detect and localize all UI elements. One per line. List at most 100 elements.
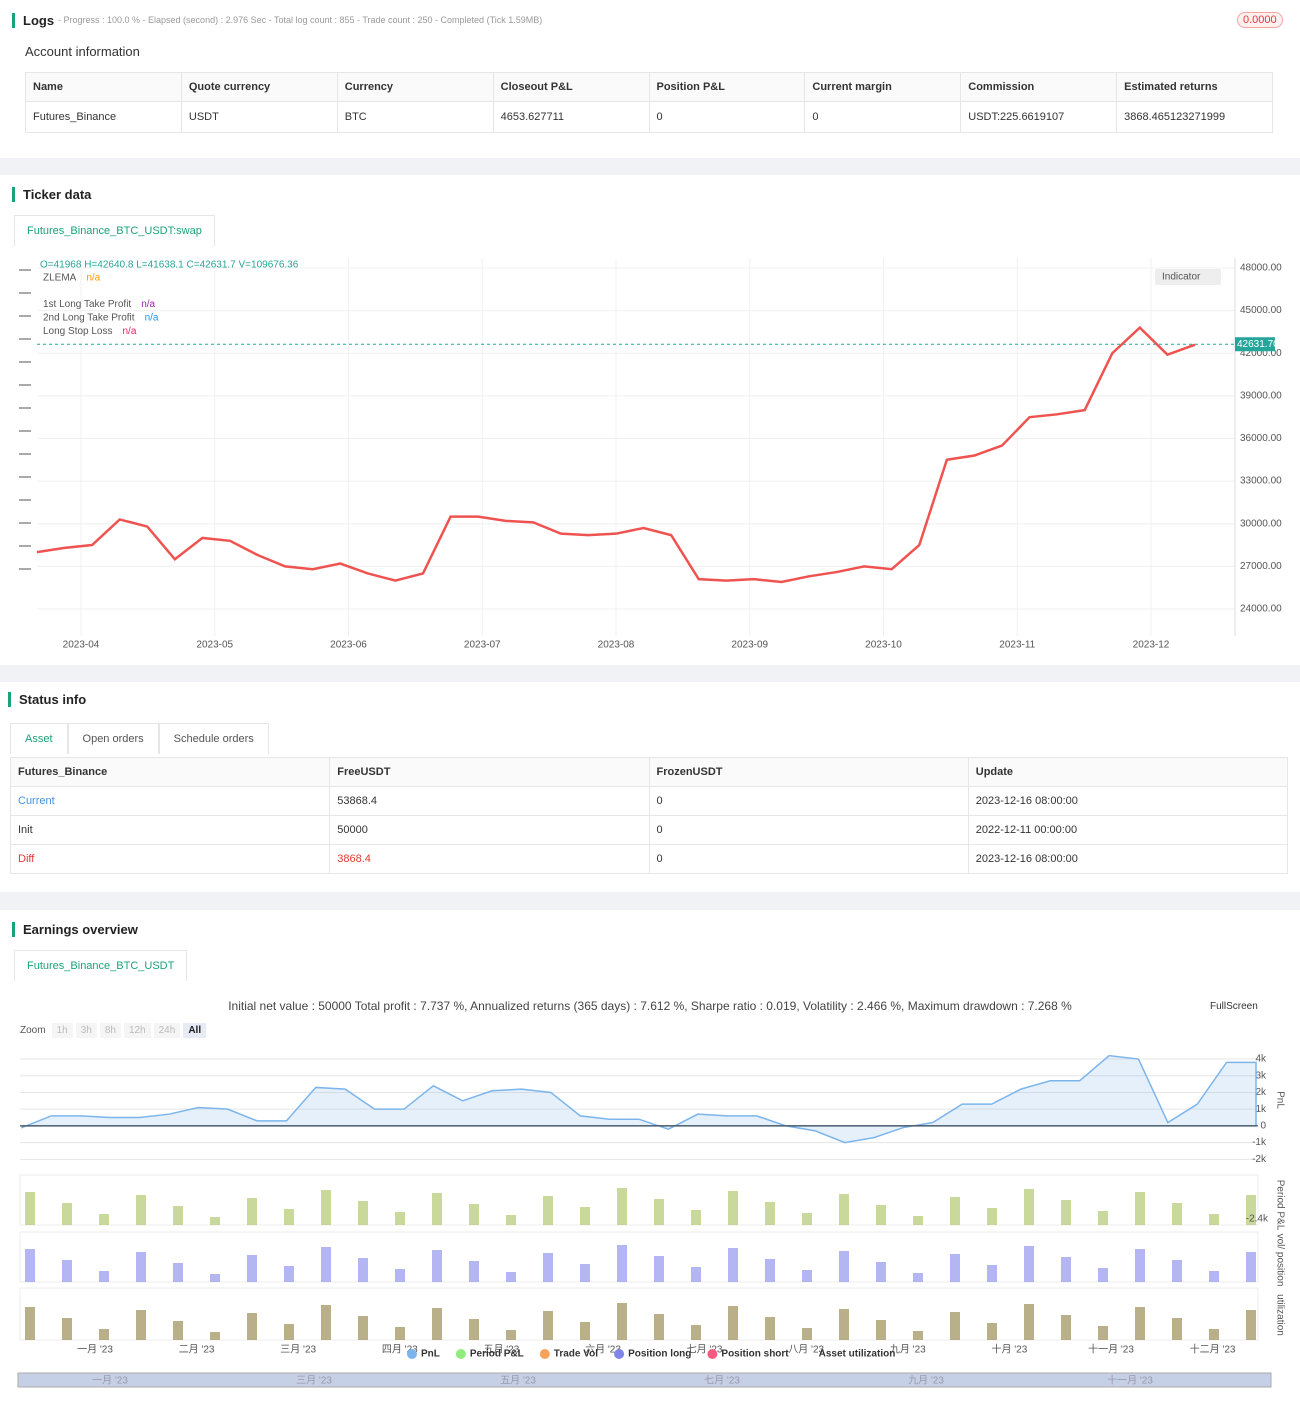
subplot-bar <box>99 1271 109 1282</box>
legend-item[interactable]: Asset utilization <box>819 1349 896 1360</box>
zoom-button[interactable]: 8h <box>99 1023 121 1038</box>
x-tick-label: 三月 '23 <box>280 1344 316 1356</box>
subplot-bar <box>173 1206 183 1225</box>
y-tick-label: 0 <box>1260 1121 1266 1132</box>
badge: 0.0000 <box>1237 12 1283 28</box>
subplot-bar <box>1209 1214 1219 1225</box>
indicator-button[interactable]: Indicator <box>1162 272 1201 283</box>
subplot-bar <box>1246 1252 1256 1282</box>
legend-item[interactable]: Position short <box>721 1349 789 1360</box>
x-tick-label: 2023-09 <box>731 640 768 651</box>
subplot-bar <box>395 1212 405 1225</box>
subplot-bar <box>839 1309 849 1340</box>
fullscreen[interactable]: FullScreen <box>1210 1001 1258 1012</box>
legend-dot <box>539 1349 550 1359</box>
y-tick-label: 48000.00 <box>1240 263 1282 274</box>
zoom-bar: Zoom 1h 3h 8h 12h 24h All <box>20 1023 209 1038</box>
legend-item[interactable]: Position long <box>628 1349 691 1360</box>
subplot-bar <box>987 1208 997 1225</box>
subplot-bar <box>210 1217 220 1225</box>
logs-panel: Logs - Progress : 100.0 % - Elapsed (sec… <box>0 0 1300 158</box>
x-tick-label: 十二月 '23 <box>1190 1343 1236 1356</box>
subplot-bar <box>580 1207 590 1225</box>
indicator-value: n/a <box>141 299 155 310</box>
subplot-bar <box>654 1314 664 1340</box>
subplot-bar <box>617 1188 627 1225</box>
cell: Init <box>9 815 331 845</box>
navigator-label: 十一月 '23 <box>1107 1374 1153 1387</box>
status-tab[interactable]: Open orders <box>67 723 159 754</box>
subplot-bar <box>1098 1211 1108 1225</box>
header-row: Name Quote currency Currency Closeout P&L Po… <box>25 72 1273 102</box>
subplot-bar <box>321 1305 331 1340</box>
subplot-bar <box>321 1190 331 1225</box>
column-header: FreeUSDT <box>329 757 650 787</box>
subplot-bar <box>469 1204 479 1225</box>
period-min-label: -2.4k <box>1246 1214 1269 1225</box>
zoom-button[interactable]: 3h <box>75 1023 97 1038</box>
zoom-button[interactable]: 24h <box>153 1023 181 1038</box>
cell: 2023-12-16 08:00:00 <box>967 786 1289 816</box>
subplot-bar <box>432 1250 442 1282</box>
subplot-bar <box>1246 1195 1256 1225</box>
ticker-panel: Ticker data Futures_Binance_BTC_USDT:swa… <box>0 175 1300 665</box>
column-header: Current margin <box>804 72 962 102</box>
legend-item[interactable]: Period P&L <box>470 1349 524 1360</box>
status-tab[interactable]: Schedule orders <box>158 723 269 754</box>
y-tick-label: 30000.00 <box>1240 518 1282 529</box>
subplot-bar <box>173 1263 183 1282</box>
account-title: Account information <box>25 44 140 59</box>
zoom-button[interactable]: 1h <box>51 1023 73 1038</box>
legend-item[interactable]: PnL <box>421 1349 440 1360</box>
logs-title: Logs <box>12 13 54 28</box>
ticker-tab[interactable]: Futures_Binance_BTC_USDT:swap <box>14 215 215 246</box>
subplot-bar <box>1098 1326 1108 1340</box>
subplot-bg <box>19 1231 1259 1283</box>
subplot-bar <box>802 1270 812 1282</box>
subplot-bar <box>765 1259 775 1282</box>
legend-dot <box>707 1349 718 1359</box>
indicator-value: n/a <box>86 273 100 284</box>
indicator-name: 2nd Long Take Profit <box>43 313 135 324</box>
subplot-bar <box>62 1260 72 1282</box>
y-tick-label: 39000.00 <box>1240 390 1282 401</box>
subplot-bar <box>839 1251 849 1282</box>
cell: 2022-12-11 00:00:00 <box>967 815 1289 845</box>
subplot-bar <box>691 1267 701 1282</box>
status-tab[interactable]: Asset <box>10 723 68 754</box>
y-tick-label: 2k <box>1255 1087 1267 1098</box>
subplot-bar <box>1209 1329 1219 1340</box>
x-tick-label: 2023-10 <box>865 640 902 651</box>
subplot-bar <box>210 1332 220 1340</box>
ohlc: O=41968 H=42640.8 L=41638.1 C=42631.7 V=… <box>40 260 299 271</box>
subplot-bar <box>950 1197 960 1225</box>
indicator-name: ZLEMA <box>43 273 77 284</box>
account-table: Name Quote currency Currency Closeout P&L Po… <box>25 72 1273 133</box>
legend-dot <box>614 1349 625 1359</box>
table-row: Diff 3868.4 0 2023-12-16 08:00:00 <box>9 844 1289 874</box>
legend-item[interactable]: Trade Vol <box>554 1349 598 1360</box>
subplot-bar <box>580 1322 590 1340</box>
last-price-label: 42631.70 <box>1237 339 1279 350</box>
x-tick-label: 一月 '23 <box>77 1344 113 1356</box>
subplot-bar <box>1024 1189 1034 1225</box>
last-price-box <box>1235 337 1275 352</box>
cell: 3868.465123271999 <box>1116 101 1273 133</box>
navigator-label: 一月 '23 <box>92 1375 128 1387</box>
subplot-bar <box>950 1312 960 1340</box>
x-tick-label: 2023-05 <box>196 640 233 651</box>
zoom-button[interactable]: 12h <box>123 1023 151 1038</box>
earnings-tab[interactable]: Futures_Binance_BTC_USDT <box>14 950 188 981</box>
subplot-bar <box>543 1196 553 1225</box>
x-tick-label: 2023-07 <box>464 640 501 651</box>
subplot-bar <box>1061 1315 1071 1340</box>
subplot-bar <box>136 1310 146 1340</box>
y-tick-label: 1k <box>1255 1104 1267 1115</box>
subplot-bar <box>691 1210 701 1225</box>
x-tick-label: 八月 '23 <box>788 1344 824 1356</box>
subplot-bar <box>247 1198 257 1225</box>
subplot-bar <box>987 1323 997 1340</box>
indicator-value: n/a <box>145 313 159 324</box>
navigator-label: 五月 '23 <box>500 1375 536 1387</box>
zoom-button[interactable]: All <box>183 1023 207 1038</box>
